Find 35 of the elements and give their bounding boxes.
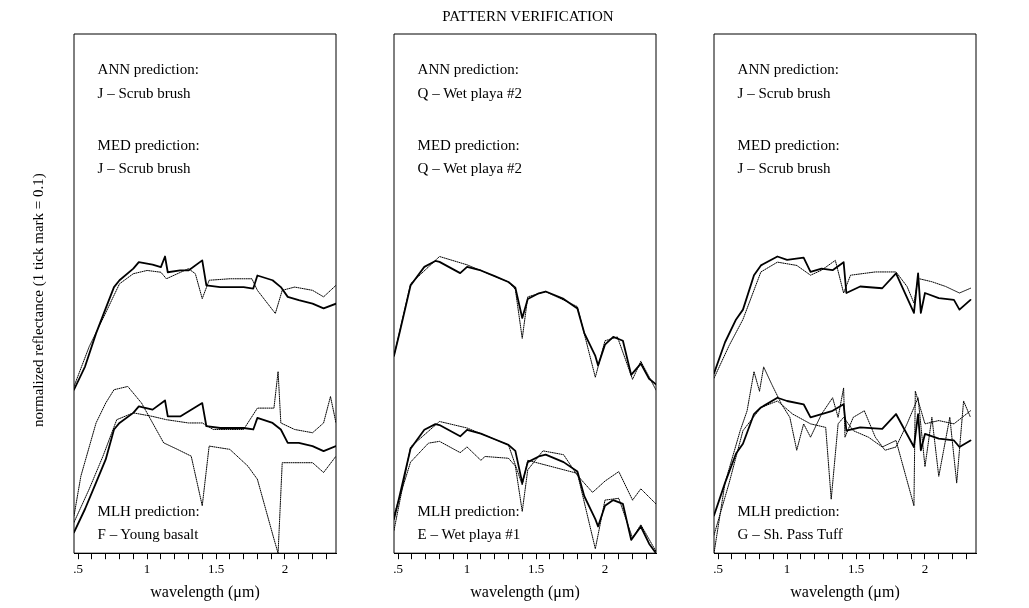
annotation: MLH prediction: [97,502,200,519]
annotation: F – Young basalt [97,525,200,542]
x-axis-title: wavelength (μm) [470,582,580,601]
y-axis-title: normalized reflectance (1 tick mark = 0.1) [30,172,47,429]
text: J – Scrub brush [737,84,831,101]
x-tick-label: 2 [601,561,609,577]
text: J – Scrub brush [97,159,191,176]
chart-title: PATTERN VERIFICATION [442,8,614,25]
x-tick-label: 1 [783,561,791,577]
x-tick-label: 2 [281,561,289,577]
text: ANN prediction: [737,61,839,78]
text: ANN prediction: [417,61,519,78]
text: J – Scrub brush [737,159,831,176]
text: ANN prediction: [97,61,199,78]
x-axis-title: wavelength (μm) [790,582,900,601]
x-tick-label: 1.5 [207,561,225,577]
x-axis-title: wavelength (μm) [150,582,260,601]
annotation: MLH prediction: [417,502,520,519]
x-tick-label: .5 [73,561,84,577]
x-tick-label: 1 [463,561,471,577]
x-tick-label: 1 [143,561,151,577]
text: Q – Wet playa #2 [417,159,522,176]
text: J – Scrub brush [97,84,191,101]
annotation: MLH prediction: [737,502,840,519]
x-tick-label: 2 [921,561,929,577]
annotation: G – Sh. Pass Tuff [737,525,843,542]
x-tick-label: .5 [393,561,404,577]
x-tick-label: 1.5 [527,561,545,577]
text: MED prediction: [417,136,520,153]
annotation: E – Wet playa #1 [417,525,521,542]
text: MED prediction: [737,136,840,153]
text: MED prediction: [97,136,200,153]
x-tick-label: 1.5 [847,561,865,577]
x-tick-label: .5 [713,561,724,577]
text: Q – Wet playa #2 [417,84,522,101]
